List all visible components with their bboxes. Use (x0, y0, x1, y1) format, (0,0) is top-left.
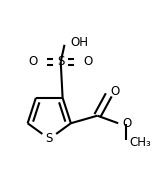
Text: CH₃: CH₃ (130, 136, 151, 149)
Text: O: O (83, 55, 93, 68)
Text: S: S (57, 55, 64, 68)
Text: O: O (111, 84, 120, 98)
Text: S: S (46, 132, 53, 146)
Text: OH: OH (70, 36, 88, 49)
Text: O: O (29, 55, 38, 68)
Text: O: O (122, 117, 131, 130)
